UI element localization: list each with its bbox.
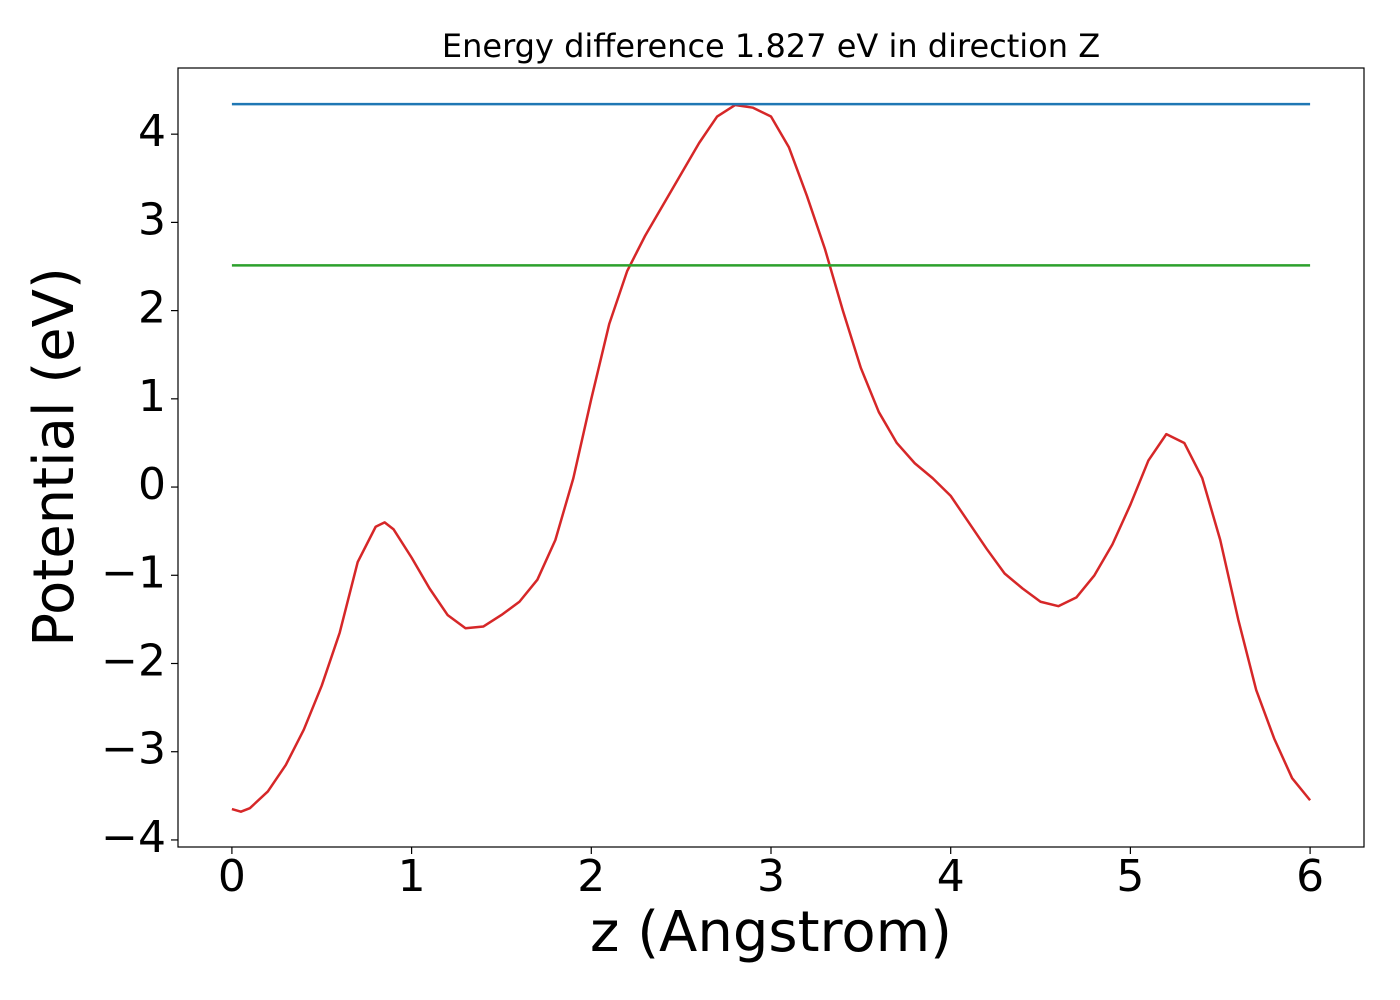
x-tick-label: 6 <box>1296 851 1324 902</box>
data-line <box>231 103 1312 813</box>
plot-frame <box>177 67 1365 848</box>
y-tick-label: 1 <box>138 371 166 422</box>
x-tick-label: 2 <box>577 851 605 902</box>
x-tick-label: 5 <box>1116 851 1144 902</box>
y-axis-label: Potential (eV) <box>22 267 87 647</box>
x-tick-label: 0 <box>218 851 246 902</box>
x-tick-label: 4 <box>937 851 965 902</box>
y-tick-label: 4 <box>138 106 166 157</box>
y-tick-label: −4 <box>101 812 166 863</box>
y-tick-label: −2 <box>101 635 166 686</box>
chart-title: Energy difference 1.827 eV in direction … <box>442 27 1100 65</box>
y-tick-label: −1 <box>101 547 166 598</box>
y-tick-label: 2 <box>138 283 166 334</box>
y-tick-label: 0 <box>138 459 166 510</box>
y-tick-label: −3 <box>101 724 166 775</box>
x-tick-label: 1 <box>398 851 426 902</box>
x-axis-label: z (Angstrom) <box>590 900 952 965</box>
y-tick-label: 3 <box>138 194 166 245</box>
x-tick-label: 3 <box>757 851 785 902</box>
